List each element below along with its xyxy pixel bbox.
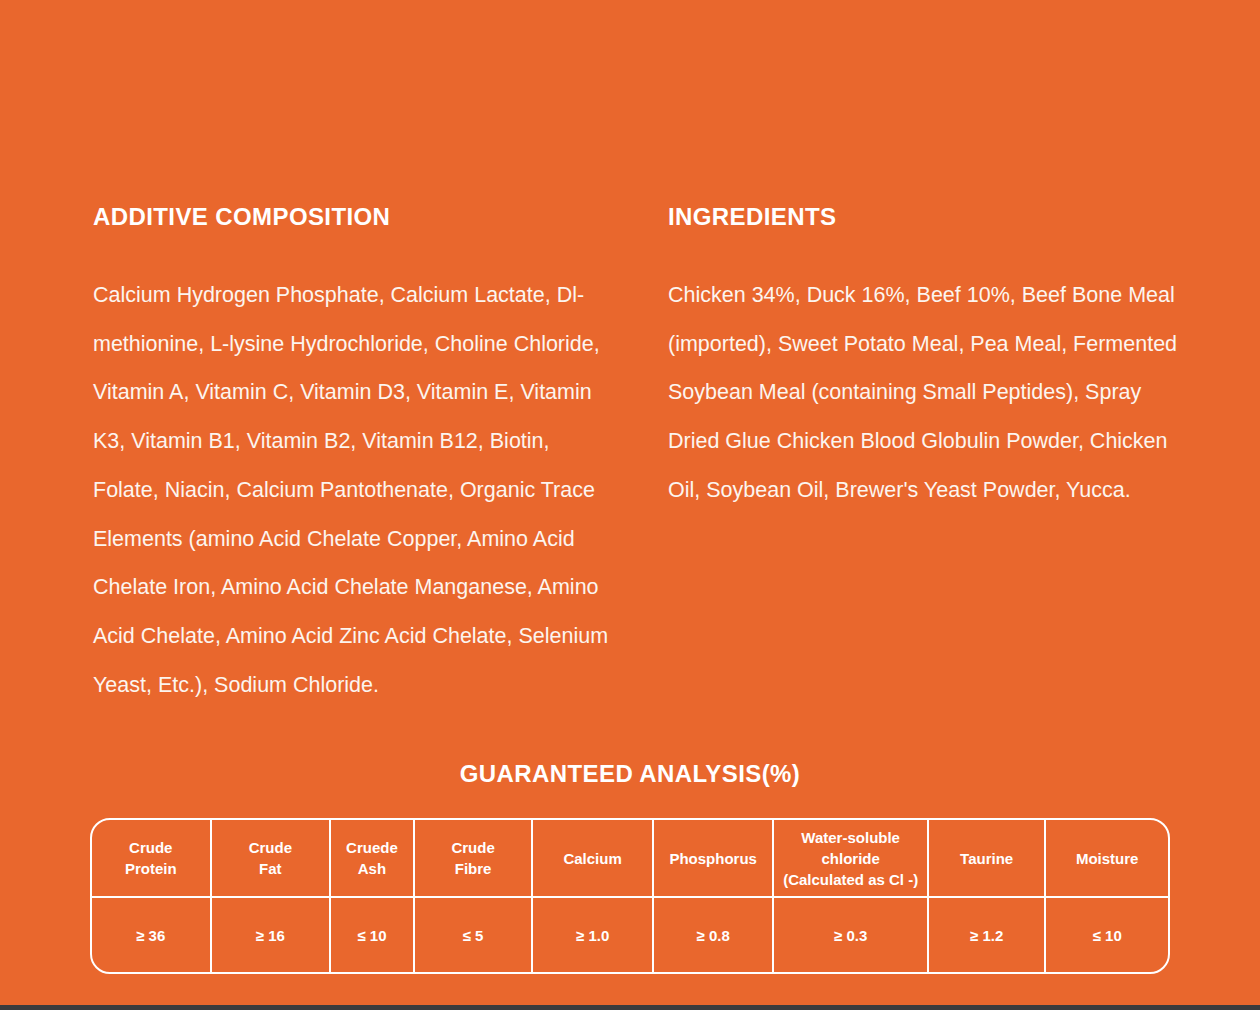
- additive-composition-title: ADDITIVE COMPOSITION: [93, 203, 653, 231]
- bottom-edge-bar: [0, 1005, 1260, 1010]
- ingredients-title: INGREDIENTS: [668, 203, 1228, 231]
- analysis-column-header: Crude Fibre: [415, 820, 534, 898]
- additive-composition-text: Calcium Hydrogen Phosphate, Calcium Lact…: [93, 271, 653, 709]
- additive-composition-section: ADDITIVE COMPOSITION Calcium Hydrogen Ph…: [93, 203, 653, 709]
- analysis-column-header: Water-soluble chloride (Calculated as Cl…: [774, 820, 928, 898]
- analysis-column-header: Calcium: [533, 820, 654, 898]
- analysis-column-header: Crude Fat: [212, 820, 332, 898]
- guaranteed-analysis-table: Crude ProteinCrude FatCruede AshCrude Fi…: [90, 818, 1170, 974]
- analysis-value-cell: ≥ 16: [212, 898, 332, 972]
- analysis-column-header: Cruede Ash: [331, 820, 415, 898]
- analysis-column-header: Moisture: [1046, 820, 1168, 898]
- analysis-value-cell: ≥ 0.8: [654, 898, 775, 972]
- analysis-value-cell: ≤ 10: [331, 898, 415, 972]
- product-label-panel: ADDITIVE COMPOSITION Calcium Hydrogen Ph…: [0, 0, 1260, 1010]
- analysis-column-header: Phosphorus: [654, 820, 775, 898]
- analysis-value-cell: ≥ 36: [92, 898, 212, 972]
- analysis-value-cell: ≥ 0.3: [774, 898, 928, 972]
- analysis-value-cell: ≥ 1.2: [929, 898, 1047, 972]
- ingredients-text: Chicken 34%, Duck 16%, Beef 10%, Beef Bo…: [668, 271, 1228, 515]
- analysis-value-cell: ≤ 10: [1046, 898, 1168, 972]
- guaranteed-analysis-title: GUARANTEED ANALYSIS(%): [0, 760, 1260, 788]
- analysis-column-header: Taurine: [929, 820, 1047, 898]
- ingredients-section: INGREDIENTS Chicken 34%, Duck 16%, Beef …: [668, 203, 1228, 515]
- analysis-value-cell: ≤ 5: [415, 898, 534, 972]
- analysis-value-cell: ≥ 1.0: [533, 898, 654, 972]
- analysis-column-header: Crude Protein: [92, 820, 212, 898]
